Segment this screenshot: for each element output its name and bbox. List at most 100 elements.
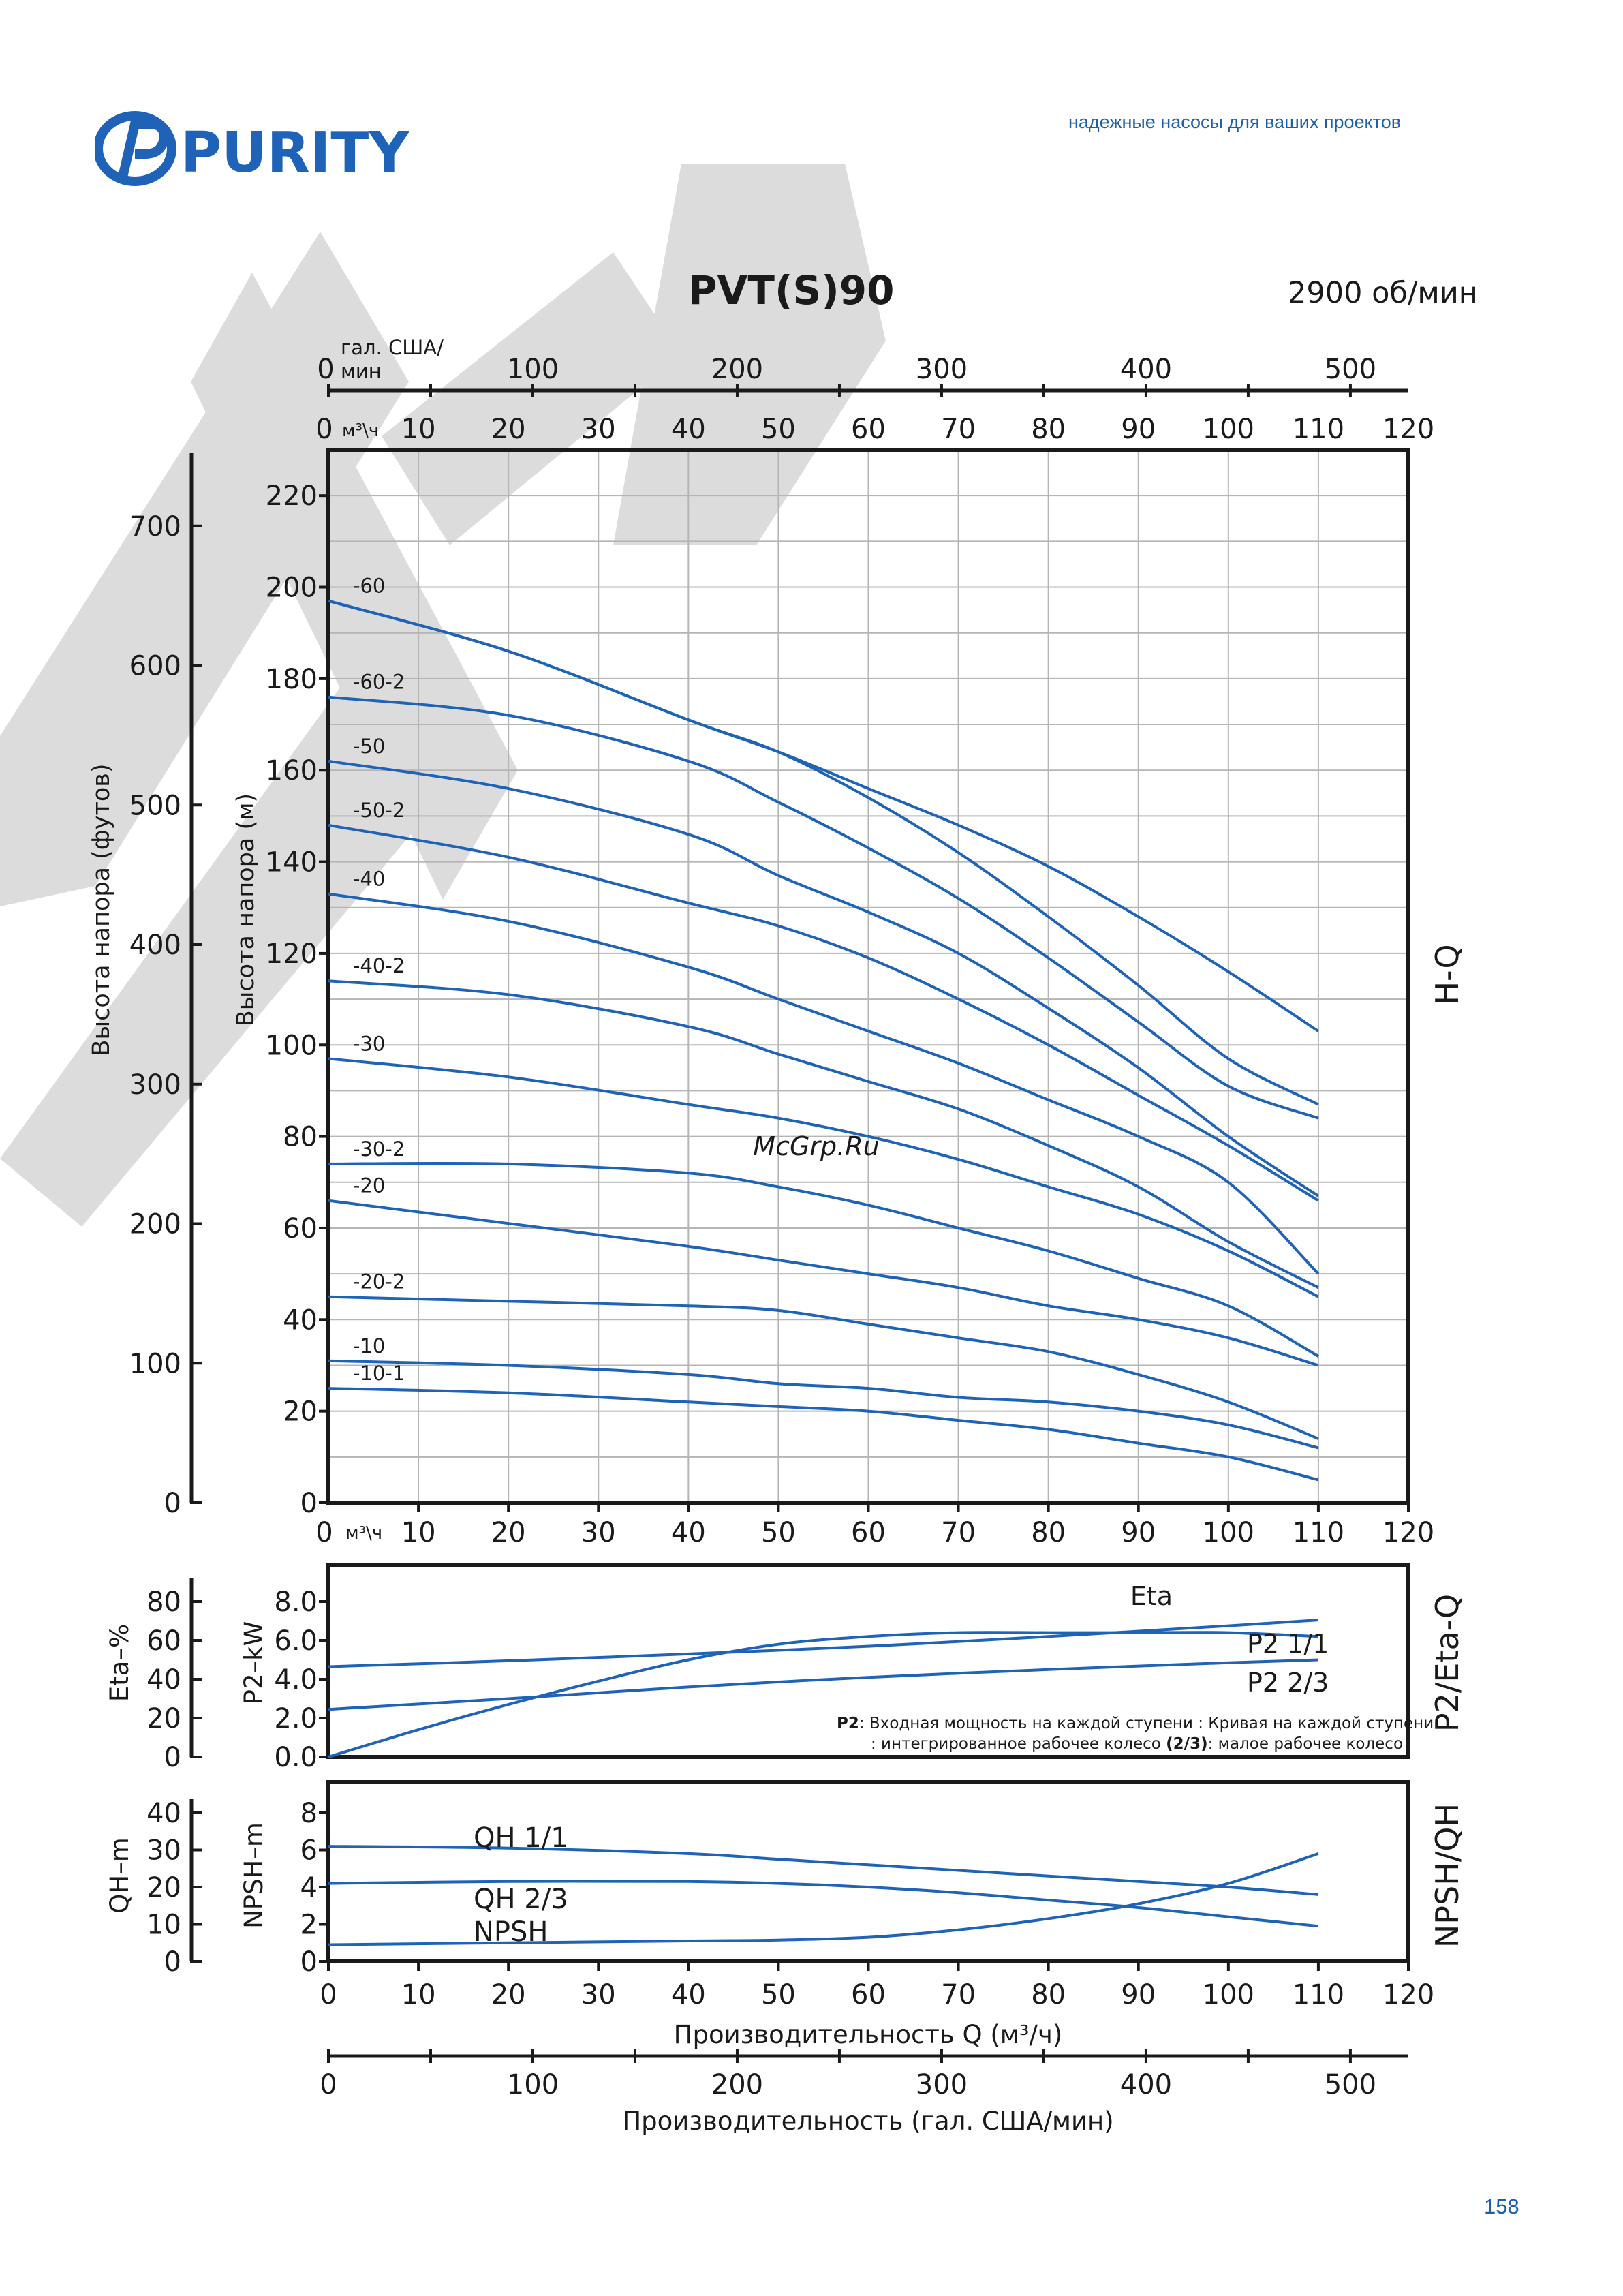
- hq-y-tick-label: 100: [266, 1030, 318, 1061]
- p2-note-text: : Входная мощность на каждой ступени : К…: [859, 1715, 1434, 1732]
- hq-x-tick-label-bottom: 10: [401, 1517, 436, 1548]
- p2-kw-tick-label: 0.0: [274, 1742, 318, 1773]
- hq-x-tick-label-bottom: 30: [581, 1517, 616, 1548]
- gpm-tick-label-bottom: 100: [507, 2069, 559, 2100]
- hq-x-tick-label-bottom: 50: [761, 1517, 796, 1548]
- hq-x-tick-label-bottom: 80: [1031, 1517, 1066, 1548]
- purity-logo-wordmark: PURITY: [181, 121, 409, 185]
- gpm-tick-label-top: 400: [1120, 354, 1172, 385]
- hq-x-tick-label-top: 0: [315, 414, 333, 445]
- hq-curve--40: [328, 892, 1320, 1275]
- hq-x-tick-label-bottom: 20: [491, 1517, 526, 1548]
- npsh-x-tick-label: 100: [1203, 1979, 1254, 2010]
- hq-curve-label: -30-2: [353, 1137, 405, 1161]
- gpm-tick-label-top: 200: [711, 354, 763, 385]
- qh-tick-label: 30: [146, 1835, 181, 1867]
- hq-x-tick-label-bottom: 60: [851, 1517, 886, 1548]
- hq-curve--40-2: [328, 979, 1319, 1289]
- qh-tick-label: 20: [146, 1872, 181, 1903]
- qh-tick-label: 10: [146, 1910, 181, 1941]
- p2-note-line-2: : интегрированное рабочее колесо (2/3): …: [871, 1735, 1403, 1753]
- p2-note-text: : малое рабочее колесо: [1208, 1735, 1403, 1753]
- gpm-tick-label-top: 100: [507, 354, 559, 385]
- hq-y-tick-label: 80: [283, 1122, 318, 1153]
- p2-kw-axis-title: P2–kW: [239, 1621, 268, 1704]
- hq-ft-tick-label: 300: [129, 1069, 181, 1101]
- npsh-curve-qh-2-3: [328, 1880, 1319, 1928]
- p2-plot-frame: [326, 1563, 1410, 1759]
- hq-x-tick-label-bottom: 70: [941, 1517, 976, 1548]
- p2-kw-tick-label: 2.0: [274, 1703, 318, 1734]
- hq-curve-label: -10-1: [353, 1362, 405, 1385]
- npsh-x-tick-label: 90: [1121, 1979, 1156, 2010]
- hq-curve--30: [328, 1057, 1319, 1298]
- hq-y-tick-label: 180: [266, 664, 318, 695]
- x-axis-title-m3h: Производительность Q (м³/ч): [674, 2020, 1063, 2049]
- hq-curve--30-2: [328, 1161, 1319, 1358]
- hq-x-unit-bottom: м³\ч: [345, 1523, 382, 1544]
- hq-x-tick-label-bottom: 40: [671, 1517, 706, 1548]
- npsh-tick-label: 2: [300, 1910, 318, 1941]
- hq-curve-label: -50: [353, 735, 385, 758]
- qh-2-3-label: QH 2/3: [474, 1884, 568, 1915]
- npsh-x-tick-label: 40: [671, 1979, 706, 2010]
- npsh-x-tick-label: 20: [491, 1979, 526, 2010]
- hq-curve-branch: [328, 599, 1319, 1106]
- hq-ft-tick-label: 500: [129, 790, 181, 821]
- hq-y-tick-label: 40: [283, 1304, 318, 1336]
- npsh-label: NPSH: [474, 1916, 548, 1948]
- hq-curve--50: [328, 759, 1320, 1197]
- npsh-x-tick-label: 120: [1382, 1979, 1434, 2010]
- hq-y-tick-label: 0: [300, 1488, 318, 1519]
- gpm-tick-label-top: 300: [916, 354, 968, 385]
- x-axis-title-gpm: Производительность (гал. США/мин): [622, 2107, 1113, 2136]
- hq-x-tick-label-top: 70: [941, 414, 976, 445]
- hq-y-tick-label: 120: [266, 938, 318, 970]
- qh-tick-label: 40: [146, 1798, 181, 1829]
- p2-note-text: : интегрированное рабочее колесо: [871, 1735, 1166, 1753]
- npsh-x-tick-label: 60: [851, 1979, 886, 2010]
- purity-logo: PURITY: [95, 111, 409, 186]
- hq-x-tick-label-top: 80: [1031, 414, 1066, 445]
- hq-ft-tick-label: 200: [129, 1209, 181, 1240]
- p2-curve-p2-1-1: [328, 1619, 1319, 1668]
- watermark-text: McGrp.Ru: [753, 1131, 879, 1161]
- p2-note-bold: (2/3): [1166, 1735, 1207, 1753]
- p2-curve-eta: [328, 1631, 1318, 1758]
- npsh-x-tick-label: 110: [1293, 1979, 1344, 2010]
- hq-ft-tick-label: 100: [129, 1348, 181, 1379]
- p2-note-bold: P2: [837, 1715, 859, 1732]
- npsh-panel-label: NPSH/QH: [1429, 1803, 1466, 1948]
- hq-x-tick-label-top: 40: [671, 414, 706, 445]
- p2-eta-label: Eta: [1130, 1581, 1173, 1611]
- p2-panel-label: P2/Eta-Q: [1429, 1594, 1466, 1732]
- hq-x-tick-label-bottom: 110: [1293, 1517, 1344, 1548]
- hq-curve-label: -40-2: [353, 954, 405, 977]
- npsh-x-tick-label: 50: [761, 1979, 796, 2010]
- gpm-unit-label-top: гал. США/: [341, 336, 444, 359]
- hq-y-tick-label: 200: [266, 572, 318, 604]
- hq-x-tick-label-top: 100: [1203, 414, 1254, 445]
- hq-x-tick-label-top: 10: [401, 414, 436, 445]
- p2-eta-axis-title: Eta–%: [105, 1624, 134, 1702]
- npsh-tick-label: 8: [300, 1798, 318, 1829]
- hq-curve-label: -50-2: [353, 799, 405, 822]
- hq-x-tick-label-top: 120: [1382, 414, 1434, 445]
- npsh-tick-label: 4: [300, 1872, 318, 1903]
- hq-ft-tick-label: 700: [129, 511, 181, 542]
- npsh-x-tick-label: 10: [401, 1979, 436, 2010]
- hq-x-tick-label-bottom: 90: [1121, 1517, 1156, 1548]
- hq-y-axis-title-m: Высота напора (м): [232, 793, 260, 1026]
- hq-curve--20: [328, 1199, 1319, 1367]
- p2-eta-tick-label: 80: [146, 1587, 181, 1618]
- qh-axis-title: QH–m: [105, 1837, 134, 1914]
- gpm-tick-label-top: 500: [1325, 354, 1376, 385]
- hq-x-tick-label-top: 110: [1293, 414, 1344, 445]
- npsh-x-tick-label: 70: [941, 1979, 976, 2010]
- npsh-curve-npsh: [328, 1852, 1319, 1946]
- hq-ft-tick-label: 600: [129, 651, 181, 682]
- hq-curve-label: -20-2: [353, 1270, 405, 1294]
- npsh-tick-label: 6: [300, 1835, 318, 1867]
- p2-p2-1-1-label: P2 1/1: [1247, 1629, 1329, 1659]
- hq-curve-label: -60-2: [353, 671, 405, 694]
